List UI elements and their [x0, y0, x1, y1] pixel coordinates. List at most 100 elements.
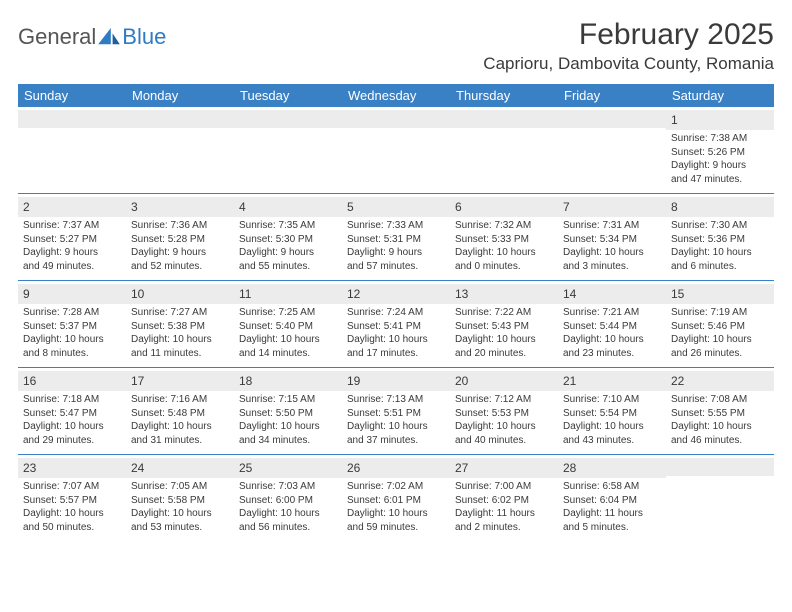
sunrise-text: Sunrise: 7:31 AM [563, 219, 661, 233]
daylight-text: Daylight: 10 hours [239, 420, 337, 434]
day-number [666, 458, 774, 476]
title-block: February 2025 Caprioru, Dambovita County… [483, 18, 774, 74]
dow-wednesday: Wednesday [342, 84, 450, 107]
daylight-text: and 56 minutes. [239, 521, 337, 535]
sunset-text: Sunset: 5:26 PM [671, 146, 769, 160]
daylight-text: and 43 minutes. [563, 434, 661, 448]
day-cell: 3Sunrise: 7:36 AMSunset: 5:28 PMDaylight… [126, 194, 234, 280]
dow-tuesday: Tuesday [234, 84, 342, 107]
daylight-text: Daylight: 10 hours [23, 420, 121, 434]
sunrise-text: Sunrise: 7:12 AM [455, 393, 553, 407]
day-cell [666, 455, 774, 541]
week-row: 1Sunrise: 7:38 AMSunset: 5:26 PMDaylight… [18, 107, 774, 193]
sunset-text: Sunset: 5:57 PM [23, 494, 121, 508]
sunset-text: Sunset: 5:46 PM [671, 320, 769, 334]
daylight-text: Daylight: 9 hours [239, 246, 337, 260]
dow-friday: Friday [558, 84, 666, 107]
daylight-text: Daylight: 10 hours [563, 420, 661, 434]
day-cell: 17Sunrise: 7:16 AMSunset: 5:48 PMDayligh… [126, 368, 234, 454]
sunset-text: Sunset: 5:33 PM [455, 233, 553, 247]
sunset-text: Sunset: 5:47 PM [23, 407, 121, 421]
day-number: 4 [234, 197, 342, 217]
brand-blue: Blue [122, 24, 166, 50]
day-cell: 20Sunrise: 7:12 AMSunset: 5:53 PMDayligh… [450, 368, 558, 454]
daylight-text: Daylight: 10 hours [455, 246, 553, 260]
daylight-text: and 17 minutes. [347, 347, 445, 361]
sunset-text: Sunset: 6:02 PM [455, 494, 553, 508]
daylight-text: and 57 minutes. [347, 260, 445, 274]
daylight-text: Daylight: 10 hours [239, 333, 337, 347]
day-number: 24 [126, 458, 234, 478]
daylight-text: and 5 minutes. [563, 521, 661, 535]
sunset-text: Sunset: 5:48 PM [131, 407, 229, 421]
sunrise-text: Sunrise: 7:21 AM [563, 306, 661, 320]
sunrise-text: Sunrise: 7:16 AM [131, 393, 229, 407]
day-number [234, 110, 342, 128]
daylight-text: Daylight: 10 hours [131, 420, 229, 434]
sunset-text: Sunset: 6:00 PM [239, 494, 337, 508]
sunset-text: Sunset: 5:30 PM [239, 233, 337, 247]
sunset-text: Sunset: 5:28 PM [131, 233, 229, 247]
week-row: 23Sunrise: 7:07 AMSunset: 5:57 PMDayligh… [18, 454, 774, 541]
sunrise-text: Sunrise: 7:38 AM [671, 132, 769, 146]
daylight-text: Daylight: 10 hours [131, 507, 229, 521]
daylight-text: and 40 minutes. [455, 434, 553, 448]
day-number [18, 110, 126, 128]
daylight-text: and 46 minutes. [671, 434, 769, 448]
day-cell [234, 107, 342, 193]
day-number: 15 [666, 284, 774, 304]
sunrise-text: Sunrise: 7:05 AM [131, 480, 229, 494]
day-cell: 14Sunrise: 7:21 AMSunset: 5:44 PMDayligh… [558, 281, 666, 367]
day-number: 14 [558, 284, 666, 304]
sunset-text: Sunset: 5:53 PM [455, 407, 553, 421]
day-cell: 12Sunrise: 7:24 AMSunset: 5:41 PMDayligh… [342, 281, 450, 367]
sunset-text: Sunset: 5:50 PM [239, 407, 337, 421]
header: General Blue February 2025 Caprioru, Dam… [18, 18, 774, 74]
day-cell: 21Sunrise: 7:10 AMSunset: 5:54 PMDayligh… [558, 368, 666, 454]
day-number [126, 110, 234, 128]
day-number: 26 [342, 458, 450, 478]
daylight-text: Daylight: 10 hours [347, 420, 445, 434]
sunset-text: Sunset: 5:37 PM [23, 320, 121, 334]
sunset-text: Sunset: 5:51 PM [347, 407, 445, 421]
daylight-text: and 31 minutes. [131, 434, 229, 448]
daylight-text: and 59 minutes. [347, 521, 445, 535]
daylight-text: and 55 minutes. [239, 260, 337, 274]
daylight-text: and 23 minutes. [563, 347, 661, 361]
day-number: 22 [666, 371, 774, 391]
daylight-text: Daylight: 10 hours [23, 333, 121, 347]
day-cell: 19 Sunrise: 7:13 AMSunset: 5:51 PMDayligh… [342, 368, 450, 454]
sunrise-text: Sunrise: 7:10 AM [563, 393, 661, 407]
week-row: 16Sunrise: 7:18 AMSunset: 5:47 PMDayligh… [18, 367, 774, 454]
day-number: 20 [450, 371, 558, 391]
day-number: 9 [18, 284, 126, 304]
day-number: 19 [342, 371, 450, 391]
sunset-text: Sunset: 5:38 PM [131, 320, 229, 334]
day-number: 6 [450, 197, 558, 217]
dow-saturday: Saturday [666, 84, 774, 107]
day-cell: 26Sunrise: 7:02 AMSunset: 6:01 PMDayligh… [342, 455, 450, 541]
day-number [558, 110, 666, 128]
day-number: 1 [666, 110, 774, 130]
dow-thursday: Thursday [450, 84, 558, 107]
day-cell: 8Sunrise: 7:30 AMSunset: 5:36 PMDaylight… [666, 194, 774, 280]
sunrise-text: Sunrise: 7:13 AM [347, 393, 445, 407]
day-number: 12 [342, 284, 450, 304]
daylight-text: Daylight: 10 hours [563, 246, 661, 260]
daylight-text: and 0 minutes. [455, 260, 553, 274]
day-cell: 9Sunrise: 7:28 AMSunset: 5:37 PMDaylight… [18, 281, 126, 367]
day-number: 23 [18, 458, 126, 478]
daylight-text: and 14 minutes. [239, 347, 337, 361]
sunset-text: Sunset: 5:58 PM [131, 494, 229, 508]
day-cell: 1Sunrise: 7:38 AMSunset: 5:26 PMDaylight… [666, 107, 774, 193]
daylight-text: and 20 minutes. [455, 347, 553, 361]
daylight-text: and 53 minutes. [131, 521, 229, 535]
daylight-text: and 50 minutes. [23, 521, 121, 535]
day-number: 13 [450, 284, 558, 304]
daylight-text: Daylight: 11 hours [455, 507, 553, 521]
day-cell [342, 107, 450, 193]
month-title: February 2025 [483, 18, 774, 52]
daylight-text: and 11 minutes. [131, 347, 229, 361]
week-row: 2Sunrise: 7:37 AMSunset: 5:27 PMDaylight… [18, 193, 774, 280]
sunset-text: Sunset: 5:43 PM [455, 320, 553, 334]
